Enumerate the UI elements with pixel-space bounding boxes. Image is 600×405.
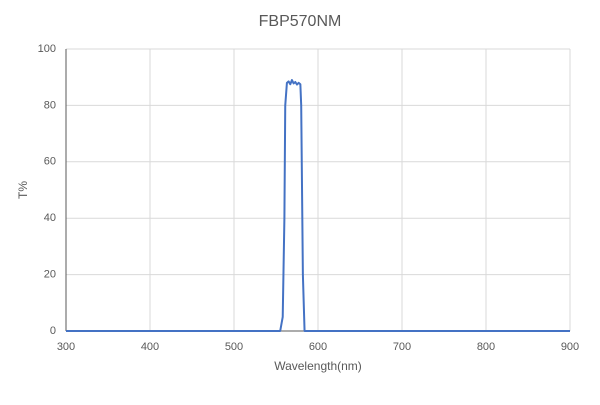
x-tick-label: 700 (393, 341, 411, 353)
data-line (66, 79, 570, 332)
y-tick-label: 20 (44, 269, 56, 281)
y-tick-label: 80 (44, 99, 56, 111)
y-tick-label: 0 (50, 325, 56, 337)
x-tick-label: 500 (225, 341, 243, 353)
y-tick-label: 40 (44, 212, 56, 224)
y-axis-label: T% (16, 181, 30, 199)
x-axis-label: Wavelength(nm) (274, 359, 362, 373)
y-tick-label: 60 (44, 156, 56, 168)
x-tick-label: 800 (477, 341, 495, 353)
x-tick-label: 400 (141, 341, 159, 353)
x-tick-label: 600 (309, 341, 327, 353)
x-tick-label: 300 (57, 341, 75, 353)
chart-title: FBP570NM (259, 13, 342, 30)
x-tick-label: 900 (561, 341, 579, 353)
y-tick-label: 100 (38, 43, 56, 55)
